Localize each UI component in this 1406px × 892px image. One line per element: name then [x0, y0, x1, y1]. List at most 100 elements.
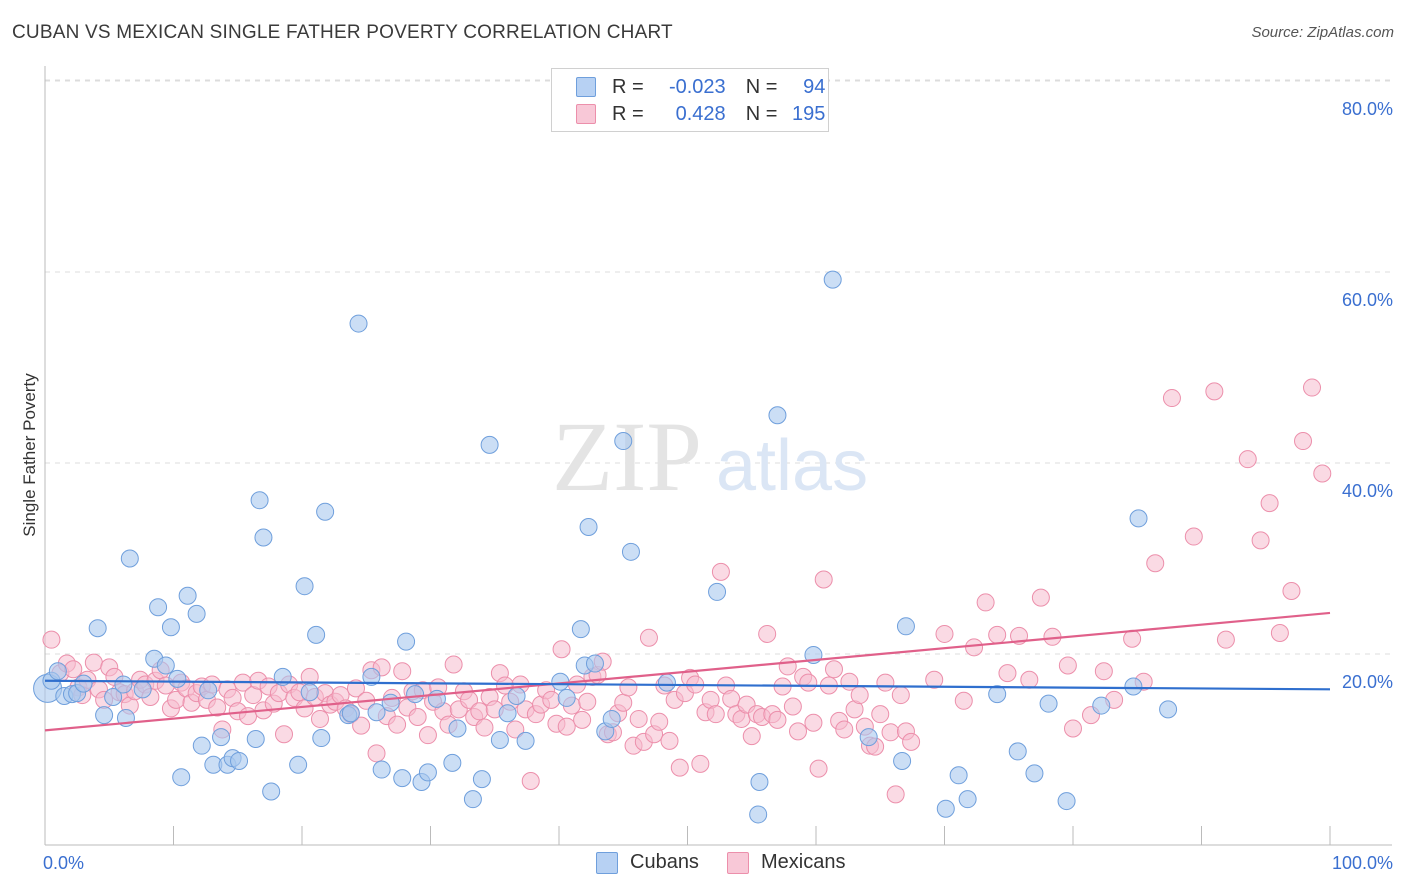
point-mexicans [639, 628, 658, 647]
point-cubans [199, 681, 218, 700]
trend-line-mexicans [44, 611, 1331, 732]
point-cubans [896, 617, 915, 636]
point-cubans [367, 703, 386, 722]
point-cubans [579, 517, 598, 536]
point-mexicans [778, 657, 797, 676]
point-cubans [1008, 742, 1027, 761]
watermark-zip: ZIP [552, 401, 702, 512]
trend-lines [44, 611, 1331, 732]
point-mexicans [1294, 432, 1313, 451]
point-mexicans [84, 653, 103, 672]
point-cubans [448, 719, 467, 738]
point-mexicans [388, 715, 407, 734]
point-mexicans [1146, 554, 1165, 573]
point-cubans [289, 755, 308, 774]
point-cubans [95, 706, 114, 725]
point-cubans [397, 632, 416, 651]
point-mexicans [783, 697, 802, 716]
legend-row-cubans: R = -0.023 N = 94 [576, 75, 825, 99]
point-cubans [212, 728, 231, 747]
point-mexicans [768, 710, 787, 729]
point-mexicans [809, 759, 828, 778]
point-cubans [418, 763, 437, 782]
point-mexicans [619, 678, 638, 697]
point-cubans [254, 528, 273, 547]
point-cubans [516, 731, 535, 750]
legend-n-mexicans: 195 [792, 102, 826, 125]
y-tick-label: 40.0% [1342, 481, 1393, 501]
y-tick-label: 80.0% [1342, 99, 1393, 119]
point-mexicans [1303, 378, 1322, 397]
point-mexicans [444, 655, 463, 674]
legend-r-mexicans: 0.428 [675, 102, 726, 125]
point-cubans [949, 766, 968, 785]
point-mexicans [1238, 450, 1257, 469]
point-mexicans [891, 686, 910, 705]
point-cubans [750, 772, 769, 791]
series-legend: Cubans Mexicans [0, 851, 1406, 879]
point-cubans [749, 805, 768, 824]
point-mexicans [804, 713, 823, 732]
point-cubans [958, 790, 977, 809]
point-mexicans [886, 785, 905, 804]
point-cubans [316, 502, 335, 521]
point-mexicans [1313, 464, 1332, 483]
point-mexicans [1184, 527, 1203, 546]
point-cubans [1039, 694, 1058, 713]
point-cubans [74, 674, 93, 693]
point-cubans [250, 491, 269, 510]
point-mexicans [393, 662, 412, 681]
point-mexicans [578, 692, 597, 711]
point-mexicans [418, 726, 437, 745]
point-cubans [295, 577, 314, 596]
point-mexicans [1123, 629, 1142, 648]
legend-swatch-mexicans [576, 104, 596, 124]
point-mexicans [506, 720, 525, 739]
point-cubans [1159, 700, 1178, 719]
point-cubans [133, 680, 152, 699]
point-cubans [708, 582, 727, 601]
point-mexicans [799, 673, 818, 692]
legend-r-label: R = [612, 75, 644, 98]
point-cubans [161, 618, 180, 637]
point-mexicans [988, 625, 1007, 644]
trend-line-cubans [44, 679, 1331, 691]
point-mexicans [367, 744, 386, 763]
point-mexicans [850, 686, 869, 705]
point-mexicans [976, 593, 995, 612]
point-cubans [1129, 509, 1148, 528]
point-mexicans [902, 732, 921, 751]
point-cubans [406, 685, 425, 704]
point-mexicans [614, 693, 633, 712]
point-mexicans [660, 731, 679, 750]
point-cubans [300, 683, 319, 702]
point-mexicans [824, 660, 843, 679]
chart-title: CUBAN VS MEXICAN SINGLE FATHER POVERTY C… [12, 22, 673, 43]
source-label: Source: ZipAtlas.com [1251, 24, 1394, 41]
point-mexicans [1260, 494, 1279, 513]
point-cubans [149, 598, 168, 617]
point-mexicans [1094, 662, 1113, 681]
point-mexicans [552, 640, 571, 659]
point-mexicans [346, 679, 365, 698]
point-mexicans [835, 720, 854, 739]
legend-label-cubans: Cubans [630, 851, 699, 873]
point-cubans [273, 667, 292, 686]
correlation-legend: R = -0.023 N = 94 R = 0.428 N = 195 [551, 68, 829, 132]
y-axis-label: Single Father Poverty [20, 373, 39, 537]
point-mexicans [542, 690, 561, 709]
point-mexicans [691, 754, 710, 773]
point-cubans [168, 669, 187, 688]
point-cubans [557, 688, 576, 707]
point-mexicans [650, 712, 669, 731]
point-mexicans [573, 710, 592, 729]
point-mexicans [1251, 531, 1270, 550]
legend-row-mexicans: R = 0.428 N = 195 [576, 102, 825, 126]
point-cubans [893, 751, 912, 770]
point-cubans [463, 790, 482, 809]
point-mexicans [925, 670, 944, 689]
legend-swatch-cubans [576, 77, 596, 97]
point-cubans [621, 542, 640, 561]
point-cubans [472, 770, 491, 789]
legend-swatch-mexicans [727, 851, 749, 874]
